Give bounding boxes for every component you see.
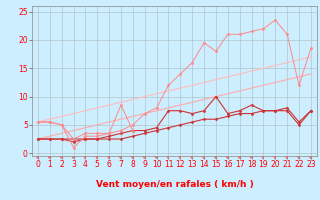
- X-axis label: Vent moyen/en rafales ( km/h ): Vent moyen/en rafales ( km/h ): [96, 180, 253, 189]
